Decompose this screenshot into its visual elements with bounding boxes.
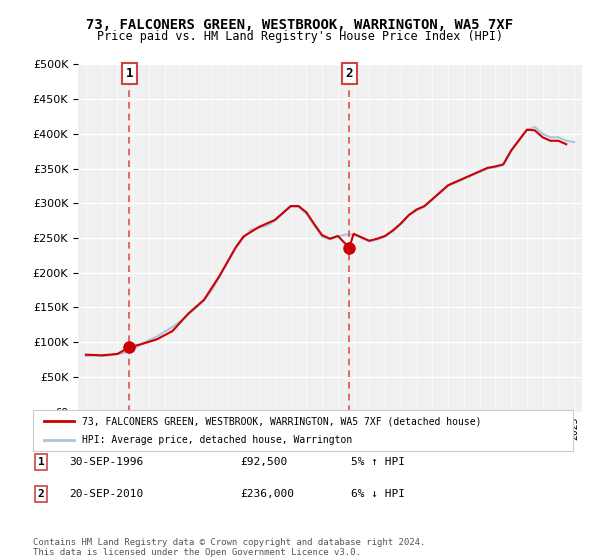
Text: 1: 1 xyxy=(125,67,133,80)
Text: £92,500: £92,500 xyxy=(240,457,287,467)
Text: 6% ↓ HPI: 6% ↓ HPI xyxy=(351,489,405,499)
Text: 30-SEP-1996: 30-SEP-1996 xyxy=(69,457,143,467)
Text: Price paid vs. HM Land Registry's House Price Index (HPI): Price paid vs. HM Land Registry's House … xyxy=(97,30,503,43)
Text: 5% ↑ HPI: 5% ↑ HPI xyxy=(351,457,405,467)
Text: £236,000: £236,000 xyxy=(240,489,294,499)
Text: Contains HM Land Registry data © Crown copyright and database right 2024.
This d: Contains HM Land Registry data © Crown c… xyxy=(33,538,425,557)
Text: HPI: Average price, detached house, Warrington: HPI: Average price, detached house, Warr… xyxy=(82,435,352,445)
Text: 73, FALCONERS GREEN, WESTBROOK, WARRINGTON, WA5 7XF: 73, FALCONERS GREEN, WESTBROOK, WARRINGT… xyxy=(86,18,514,32)
Text: 20-SEP-2010: 20-SEP-2010 xyxy=(69,489,143,499)
Text: 2: 2 xyxy=(38,489,44,499)
Text: 1: 1 xyxy=(38,457,44,467)
Text: 73, FALCONERS GREEN, WESTBROOK, WARRINGTON, WA5 7XF (detached house): 73, FALCONERS GREEN, WESTBROOK, WARRINGT… xyxy=(82,417,481,426)
Text: 2: 2 xyxy=(346,67,353,80)
